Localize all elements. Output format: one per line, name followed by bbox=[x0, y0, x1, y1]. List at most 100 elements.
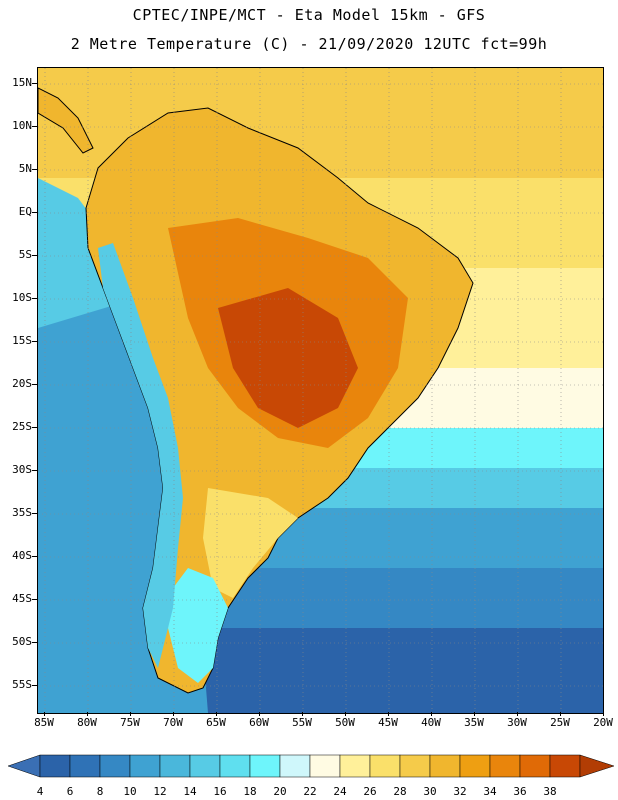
colorbar-value: 38 bbox=[543, 785, 557, 798]
lat-tick bbox=[32, 642, 37, 643]
colorbar-swatch bbox=[369, 754, 401, 778]
lon-label: 45W bbox=[378, 716, 398, 729]
colorbar-value: 14 bbox=[183, 785, 197, 798]
lon-tick bbox=[388, 712, 389, 716]
colorbar-low-arrow bbox=[7, 754, 41, 778]
lon-label: 85W bbox=[34, 716, 54, 729]
lat-tick bbox=[32, 556, 37, 557]
lat-label: 45S bbox=[12, 592, 32, 605]
colorbar-swatch bbox=[489, 754, 521, 778]
colorbar-value: 26 bbox=[363, 785, 377, 798]
colorbar-value: 30 bbox=[423, 785, 437, 798]
lat-tick bbox=[32, 298, 37, 299]
map-title-line2: 2 Metre Temperature (C) - 21/09/2020 12U… bbox=[70, 35, 548, 53]
lat-tick bbox=[32, 470, 37, 471]
lat-tick bbox=[32, 169, 37, 170]
lat-label: 5N bbox=[18, 162, 32, 175]
lon-tick bbox=[216, 712, 217, 716]
lat-label: 50S bbox=[12, 635, 32, 648]
very-hot-core bbox=[218, 288, 358, 428]
colorbar-swatch bbox=[99, 754, 131, 778]
lon-tick bbox=[474, 712, 475, 716]
colorbar-value: 18 bbox=[243, 785, 257, 798]
lat-label: 15N bbox=[12, 76, 32, 89]
lon-label: 35W bbox=[464, 716, 484, 729]
colorbar-swatch bbox=[399, 754, 431, 778]
temperature-colorbar bbox=[7, 754, 615, 778]
colorbar-value: 28 bbox=[393, 785, 407, 798]
patagonia-cool bbox=[168, 568, 228, 683]
lat-tick bbox=[32, 513, 37, 514]
colorbar-swatch bbox=[249, 754, 281, 778]
colorbar-value: 24 bbox=[333, 785, 347, 798]
colorbar-swatch bbox=[129, 754, 161, 778]
colorbar-value: 6 bbox=[66, 785, 74, 798]
lat-tick bbox=[32, 384, 37, 385]
lon-label: 60W bbox=[249, 716, 269, 729]
colorbar-value: 36 bbox=[513, 785, 527, 798]
map-title-line1: CPTEC/INPE/MCT - Eta Model 15km - GFS bbox=[132, 6, 486, 24]
colorbar-value: 32 bbox=[453, 785, 467, 798]
lat-label: 5S bbox=[18, 248, 32, 261]
lon-tick bbox=[259, 712, 260, 716]
lat-tick bbox=[32, 685, 37, 686]
lon-label: 20W bbox=[593, 716, 613, 729]
lon-tick bbox=[44, 712, 45, 716]
colorbar-swatch bbox=[189, 754, 221, 778]
lat-label: 20S bbox=[12, 377, 32, 390]
lon-tick bbox=[431, 712, 432, 716]
lat-tick bbox=[32, 599, 37, 600]
lon-label: 65W bbox=[206, 716, 226, 729]
lat-label: 55S bbox=[12, 678, 32, 691]
lat-label: 10N bbox=[12, 119, 32, 132]
lat-tick bbox=[32, 341, 37, 342]
lat-label: 35S bbox=[12, 506, 32, 519]
lon-label: 30W bbox=[507, 716, 527, 729]
lon-tick bbox=[345, 712, 346, 716]
colorbar-swatch bbox=[159, 754, 191, 778]
lat-tick bbox=[32, 255, 37, 256]
colorbar-swatch bbox=[39, 754, 71, 778]
colorbar-value: 20 bbox=[273, 785, 287, 798]
lat-label: 30S bbox=[12, 463, 32, 476]
lon-label: 55W bbox=[292, 716, 312, 729]
lat-tick bbox=[32, 427, 37, 428]
lon-tick bbox=[517, 712, 518, 716]
colorbar-swatch bbox=[549, 754, 581, 778]
temperature-map bbox=[37, 67, 604, 714]
colorbar-value: 8 bbox=[96, 785, 104, 798]
lat-tick bbox=[32, 126, 37, 127]
colorbar-swatch bbox=[279, 754, 311, 778]
lat-label: EQ bbox=[18, 205, 32, 218]
colorbar-value: 34 bbox=[483, 785, 497, 798]
colorbar-swatch bbox=[339, 754, 371, 778]
colorbar-swatch bbox=[459, 754, 491, 778]
colorbar-swatch bbox=[309, 754, 341, 778]
lon-label: 25W bbox=[550, 716, 570, 729]
colorbar-high-arrow bbox=[579, 754, 615, 778]
lon-label: 80W bbox=[77, 716, 97, 729]
colorbar-value: 16 bbox=[213, 785, 227, 798]
lon-tick bbox=[87, 712, 88, 716]
lon-tick bbox=[603, 712, 604, 716]
lon-label: 50W bbox=[335, 716, 355, 729]
colorbar-value: 10 bbox=[123, 785, 137, 798]
colorbar-swatch bbox=[429, 754, 461, 778]
lon-label: 75W bbox=[120, 716, 140, 729]
colorbar-swatch bbox=[519, 754, 551, 778]
lon-label: 70W bbox=[163, 716, 183, 729]
lon-tick bbox=[130, 712, 131, 716]
lat-tick bbox=[32, 83, 37, 84]
central-america bbox=[38, 87, 94, 154]
andes-cold-strip bbox=[98, 243, 183, 668]
lat-label: 40S bbox=[12, 549, 32, 562]
colorbar-swatch bbox=[69, 754, 101, 778]
lon-tick bbox=[173, 712, 174, 716]
colorbar-value: 4 bbox=[36, 785, 44, 798]
lat-label: 10S bbox=[12, 291, 32, 304]
map-graphic bbox=[38, 68, 603, 713]
lat-label: 15S bbox=[12, 334, 32, 347]
lon-tick bbox=[560, 712, 561, 716]
colorbar-swatch bbox=[219, 754, 251, 778]
lat-tick bbox=[32, 212, 37, 213]
